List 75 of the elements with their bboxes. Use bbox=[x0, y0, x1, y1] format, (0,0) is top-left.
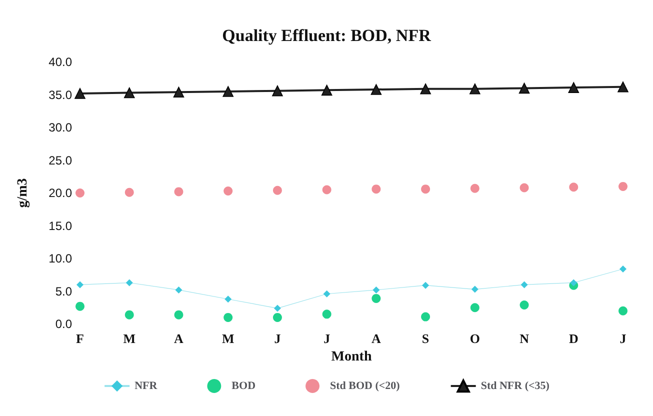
y-tick-label: 0.0 bbox=[55, 317, 72, 331]
point bbox=[420, 83, 431, 94]
point bbox=[174, 310, 184, 320]
point bbox=[618, 306, 628, 316]
x-tick-label: J bbox=[324, 331, 331, 346]
x-tick-label: S bbox=[422, 331, 430, 346]
point bbox=[568, 82, 580, 93]
point bbox=[124, 188, 134, 197]
point bbox=[372, 294, 381, 303]
y-axis-title: g/m3 bbox=[16, 178, 30, 208]
chart-title: Quality Effluent: BOD, NFR bbox=[222, 26, 432, 45]
y-tick-label: 40.0 bbox=[48, 55, 72, 69]
point bbox=[272, 85, 283, 96]
point bbox=[518, 82, 530, 94]
x-tick-label: F bbox=[76, 331, 84, 346]
x-tick-label: J bbox=[620, 331, 627, 346]
legend-label: Std NFR (<35) bbox=[480, 380, 550, 392]
point bbox=[224, 312, 233, 322]
point bbox=[124, 87, 135, 98]
y-tick-label: 10.0 bbox=[48, 252, 72, 266]
point bbox=[421, 184, 430, 194]
point bbox=[76, 188, 84, 198]
x-tick-label: M bbox=[222, 331, 234, 346]
x-tick-label: J bbox=[274, 331, 282, 346]
y-tick-label: 35.0 bbox=[48, 88, 72, 102]
x-tick-label: O bbox=[470, 331, 480, 346]
y-tick-label: 30.0 bbox=[48, 120, 72, 134]
point bbox=[322, 185, 332, 194]
point bbox=[471, 286, 478, 293]
point bbox=[321, 84, 332, 96]
point bbox=[372, 286, 380, 294]
point bbox=[175, 286, 182, 294]
x-axis-title: Month bbox=[331, 349, 372, 364]
point bbox=[618, 81, 628, 92]
y-tick-label: 25.0 bbox=[48, 153, 72, 168]
point bbox=[421, 312, 430, 322]
point bbox=[570, 279, 578, 286]
y-tick-label: 15.0 bbox=[48, 218, 72, 233]
x-tick-label: A bbox=[371, 331, 382, 346]
y-tick-label: 5.0 bbox=[55, 284, 72, 298]
x-tick-label: N bbox=[520, 331, 530, 346]
point bbox=[224, 296, 232, 303]
point bbox=[520, 281, 528, 288]
point bbox=[520, 300, 529, 310]
point bbox=[618, 182, 628, 191]
point bbox=[569, 182, 578, 192]
point bbox=[372, 184, 381, 194]
y-tick-label: 20.0 bbox=[48, 186, 72, 200]
point bbox=[272, 186, 282, 195]
legend-label: NFR bbox=[134, 380, 158, 392]
point bbox=[520, 183, 529, 192]
legend-label: BOD bbox=[232, 380, 256, 392]
legend-label: Std BOD (<20) bbox=[330, 380, 400, 392]
point bbox=[74, 88, 86, 99]
point bbox=[323, 290, 330, 298]
point bbox=[224, 186, 233, 196]
point bbox=[272, 312, 282, 322]
x-tick-label: D bbox=[568, 331, 578, 346]
point bbox=[370, 84, 382, 95]
point bbox=[470, 83, 480, 94]
point bbox=[620, 265, 626, 272]
point bbox=[470, 303, 480, 312]
point bbox=[174, 187, 184, 196]
point bbox=[470, 184, 480, 193]
point bbox=[322, 310, 332, 319]
point bbox=[126, 279, 133, 286]
point bbox=[76, 281, 84, 288]
point bbox=[173, 86, 184, 98]
point bbox=[274, 304, 281, 312]
point bbox=[422, 282, 430, 289]
point bbox=[76, 302, 84, 311]
point bbox=[124, 310, 134, 320]
point bbox=[222, 86, 234, 97]
x-tick-label: A bbox=[174, 331, 184, 346]
x-tick-label: M bbox=[123, 331, 136, 346]
